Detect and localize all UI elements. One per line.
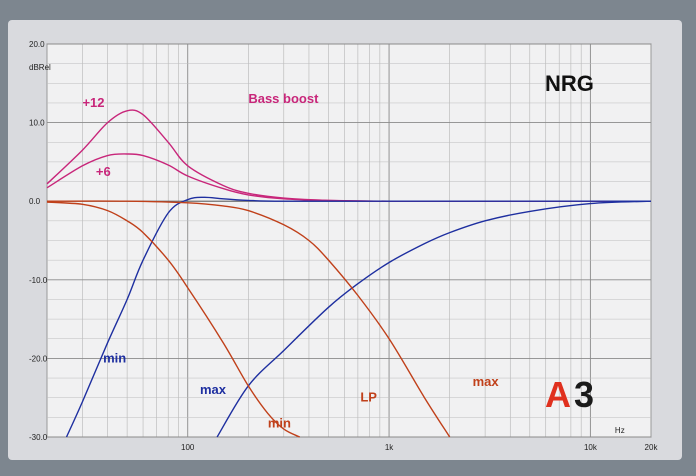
a3-badge: A 3 — [545, 374, 594, 415]
y-tick-label: -20.0 — [29, 354, 48, 363]
brand-layer: NRG A 3 — [545, 71, 594, 415]
series-line-lowpass-5 — [46, 200, 451, 438]
x-unit-label: Hz — [615, 426, 625, 435]
series-layer — [46, 109, 652, 438]
curve-annotation: max — [200, 382, 227, 397]
series-line-highpass-2 — [65, 196, 651, 438]
curve-annotation: Bass boost — [248, 91, 319, 106]
y-tick-label: 20.0 — [29, 40, 45, 49]
nrg-logo: NRG — [545, 71, 594, 96]
y-tick-label: 0.0 — [29, 197, 41, 206]
axis-layer: dBRel 20.0 10.0 0.0 -10.0 -20.0 -30.0 100 1k 10k… — [29, 40, 658, 452]
curve-annotation: LP — [360, 390, 377, 405]
curve-annotation: min — [268, 416, 291, 431]
series-line-highpass-3 — [216, 200, 652, 438]
badge-letter: A — [545, 374, 571, 415]
x-tick-label: 20k — [645, 443, 659, 452]
grid-layer — [46, 43, 652, 438]
series-line-lowpass-4 — [46, 201, 301, 438]
curve-annotation: max — [473, 374, 500, 389]
x-tick-label: 10k — [584, 443, 598, 452]
y-tick-label: 10.0 — [29, 119, 45, 128]
y-tick-label: -10.0 — [29, 276, 48, 285]
curve-annotation: +12 — [82, 95, 104, 110]
annotation-layer: +12 +6 Bass boost min max min LP max — [82, 91, 499, 431]
y-axis-label: dBRel — [29, 63, 51, 72]
x-tick-label: 1k — [385, 443, 394, 452]
badge-number: 3 — [574, 374, 594, 415]
x-tick-label: 100 — [181, 443, 195, 452]
y-tick-label: -30.0 — [29, 433, 48, 442]
curve-annotation: +6 — [96, 164, 111, 179]
curve-annotation: min — [103, 350, 126, 365]
